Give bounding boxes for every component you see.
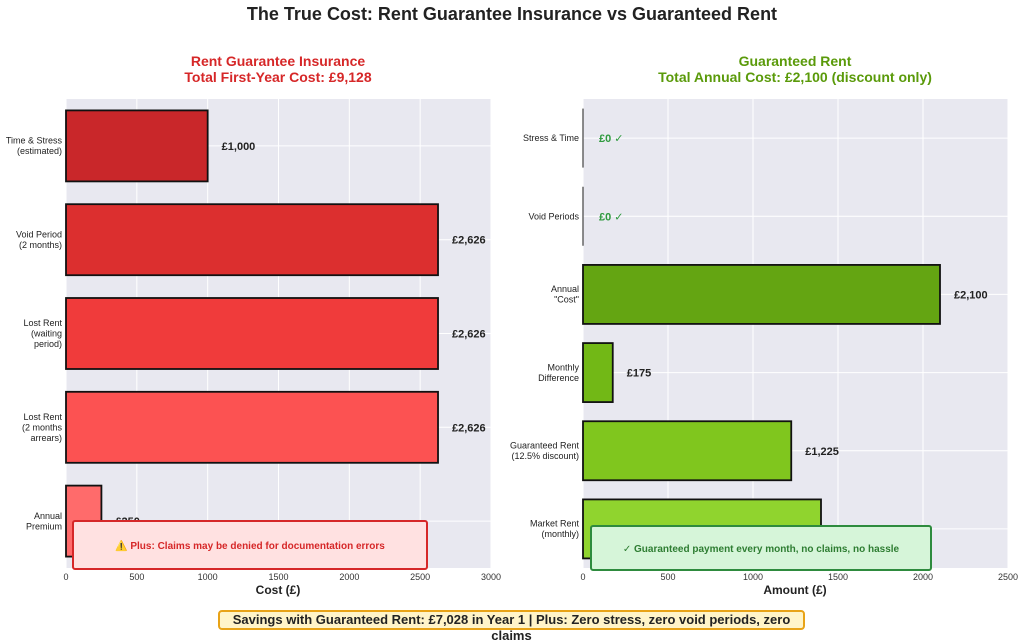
left-x-tick-label: 2500: [410, 572, 430, 582]
right-x-tick-label: 1000: [743, 572, 763, 582]
right-x-tick-label: 1500: [828, 572, 848, 582]
left-value-label: £2,626: [452, 235, 486, 247]
left-x-tick-label: 0: [63, 572, 68, 582]
left-chart-title: Rent Guarantee Insurance: [191, 53, 365, 69]
left-x-tick-label: 1000: [198, 572, 218, 582]
left-value-label: £2,626: [452, 329, 486, 341]
right-x-tick-label: 2500: [998, 572, 1018, 582]
right-x-tick-label: 0: [580, 572, 585, 582]
main-title: The True Cost: Rent Guarantee Insurance …: [246, 4, 778, 24]
right-chart: 0 500 1000 1500 2000 2500 £0 ✓ Stress & Time £0 …: [510, 99, 1018, 582]
left-x-tick-label: 3000: [481, 572, 501, 582]
left-chart-subtitle: Total First-Year Cost: £9,128: [184, 69, 371, 85]
left-value-label: £1,000: [222, 141, 256, 153]
right-chart-title: Guaranteed Rent: [739, 53, 852, 69]
right-bar: [582, 420, 793, 482]
right-x-axis-label: Amount (£): [763, 583, 826, 597]
right-note-box: [590, 525, 932, 571]
right-bar: [582, 342, 614, 403]
left-category-label: Annual Premium: [26, 511, 62, 532]
right-chart-subtitle: Total Annual Cost: £2,100 (discount only…: [658, 69, 932, 85]
right-value-label: £0 ✓: [599, 133, 624, 145]
left-note-text: ⚠️ Plus: Claims may be denied for docume…: [115, 539, 385, 552]
right-category-label: Void Periods: [528, 211, 579, 221]
right-plot-area: [583, 99, 1008, 568]
left-bar: [65, 109, 209, 183]
left-category-label: Lost Rent (2 months arrears): [22, 412, 63, 443]
right-bar: [582, 264, 941, 325]
left-category-label: Void Period (2 months): [16, 229, 62, 250]
right-x-tick-label: 2000: [913, 572, 933, 582]
left-value-label: £2,626: [452, 422, 486, 434]
left-chart: 0 500 1000 1500 2000 2500 3000 £1,000 Time & Str…: [6, 99, 501, 582]
left-bar: [65, 390, 439, 464]
right-value-label: £1,225: [805, 446, 839, 458]
left-bar: [65, 297, 439, 370]
left-category-label: Time & Stress (estimated): [6, 136, 63, 157]
right-value-label: £2,100: [954, 289, 988, 301]
right-x-tick-label: 500: [660, 572, 675, 582]
right-category-label: Annual "Cost": [551, 284, 579, 305]
right-note-text: ✓ Guaranteed payment every month, no cla…: [623, 544, 900, 555]
right-category-label: Guaranteed Rent (12.5% discount): [510, 441, 580, 462]
left-x-tick-label: 1500: [268, 572, 288, 582]
left-x-tick-label: 2000: [339, 572, 359, 582]
right-category-label: Monthly Difference: [538, 362, 579, 383]
left-x-tick-label: 500: [129, 572, 144, 582]
left-category-label: Lost Rent (waiting period): [23, 318, 62, 349]
left-bar: [65, 203, 439, 277]
right-category-label: Market Rent (monthly): [530, 519, 580, 540]
savings-summary-box: Savings with Guaranteed Rent: £7,028 in …: [218, 610, 805, 643]
left-note-box: [72, 520, 428, 570]
right-category-label: Stress & Time: [523, 133, 579, 143]
left-x-axis-label: Cost (£): [256, 583, 301, 597]
right-value-label: £175: [627, 368, 651, 380]
right-value-label: £0 ✓: [599, 211, 624, 223]
